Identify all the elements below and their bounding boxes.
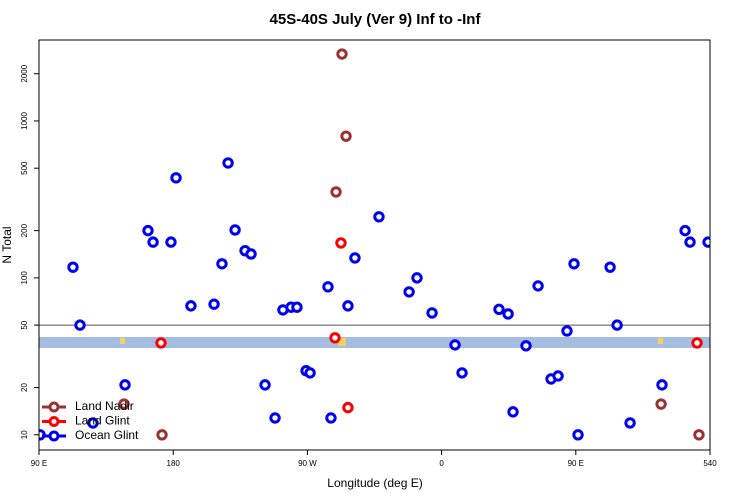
point [403,286,415,298]
point [245,248,257,260]
x-tick-label: 540 [703,459,717,468]
point [655,398,667,410]
point [216,258,228,270]
point [456,367,468,379]
point [185,300,197,312]
point [222,157,234,169]
band [39,337,710,348]
point [693,429,705,441]
point [147,236,159,248]
point [229,224,241,236]
band-marker [658,338,663,344]
y-axis-label: N Total [0,226,14,263]
legend-label: Land Glint [75,414,130,428]
point [373,211,385,223]
point [656,379,668,391]
point [449,339,461,351]
y-tick-label: 2000 [20,64,29,82]
x-tick-label: 90 E [568,459,584,468]
point [336,48,348,60]
point [691,337,703,349]
y-tick-label: 20 [20,383,29,392]
x-tick-label: 90 E [31,459,47,468]
point [208,298,220,310]
point [684,236,696,248]
point [342,300,354,312]
point [493,303,505,316]
point [142,224,154,237]
point [552,370,564,382]
legend-marker [48,430,60,442]
point [520,340,532,352]
point [532,280,544,292]
point [624,417,636,429]
point [330,186,342,198]
point [679,224,691,237]
point [561,325,573,337]
point [335,237,347,249]
point [340,130,352,142]
point [170,172,182,184]
point [156,429,168,441]
point [325,412,337,424]
band-marker [120,338,125,344]
y-tick-label: 50 [20,320,29,329]
point [155,337,167,349]
point [87,417,99,429]
point [342,401,354,414]
x-tick-label: 180 [167,459,181,468]
legend-label: Ocean Glint [75,428,139,442]
y-tick-label: 200 [20,223,29,237]
point [67,261,79,273]
legend-marker [48,416,60,427]
point [259,379,271,391]
point [507,406,519,418]
point [702,236,710,248]
point [304,367,316,379]
point [119,379,131,391]
legend-marker [48,401,60,413]
point [74,319,86,331]
point [502,308,514,320]
point [572,429,584,441]
point [426,307,438,319]
y-tick-label: 500 [20,161,29,175]
y-tick-label: 1000 [20,112,29,130]
chart-title: 45S-40S July (Ver 9) Inf to -Inf [270,11,482,28]
x-tick-label: 90 W [298,459,317,468]
legend-label: Land Nadir [75,399,134,413]
point [611,319,623,331]
point [165,236,177,248]
axes: 90 E 180 90 W 0 90 E 540 10 20 50 100 200 500 1000 20… [20,64,717,468]
point [269,412,281,424]
plot-frame [38,39,711,451]
point [322,281,334,293]
point [604,261,616,273]
y-tick-label: 100 [20,271,29,285]
point [118,398,130,410]
point [411,272,423,284]
x-axis-label: Longitude (deg E) [327,476,422,490]
band-marker [338,338,346,346]
point [329,332,341,344]
point [568,258,580,270]
point [291,301,303,313]
point [349,252,361,264]
plot-marks [39,48,710,441]
x-tick-label: 0 [439,459,444,468]
y-tick-label: 10 [20,430,29,439]
